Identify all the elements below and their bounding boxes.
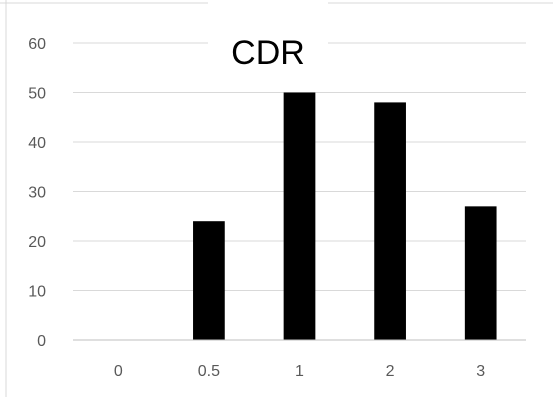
y-tick-label: 40 <box>28 135 46 152</box>
x-tick-labels: 0 0.5 1 2 3 <box>114 363 485 380</box>
bar-3 <box>464 206 497 340</box>
x-tick-label: 3 <box>476 363 485 380</box>
x-tick-label: 2 <box>386 363 395 380</box>
chart-title-background <box>208 24 328 70</box>
x-tick-label: 0 <box>114 363 123 380</box>
x-tick-label: 1 <box>295 363 304 380</box>
chart-title: CDR <box>231 34 305 72</box>
bars <box>193 92 497 341</box>
y-tick-label: 60 <box>28 36 46 53</box>
bar-1 <box>283 92 316 340</box>
y-tick-label: 0 <box>37 333 46 350</box>
y-tick-label: 10 <box>28 284 46 301</box>
y-tick-label: 20 <box>28 234 46 251</box>
y-tick-label: 30 <box>28 185 46 202</box>
y-tick-label: 50 <box>28 86 46 103</box>
y-tick-labels: 0 10 20 30 40 50 60 <box>28 36 46 350</box>
x-tick-label: 0.5 <box>198 363 220 380</box>
bar-0.5 <box>193 221 225 340</box>
bar-2 <box>374 102 406 341</box>
